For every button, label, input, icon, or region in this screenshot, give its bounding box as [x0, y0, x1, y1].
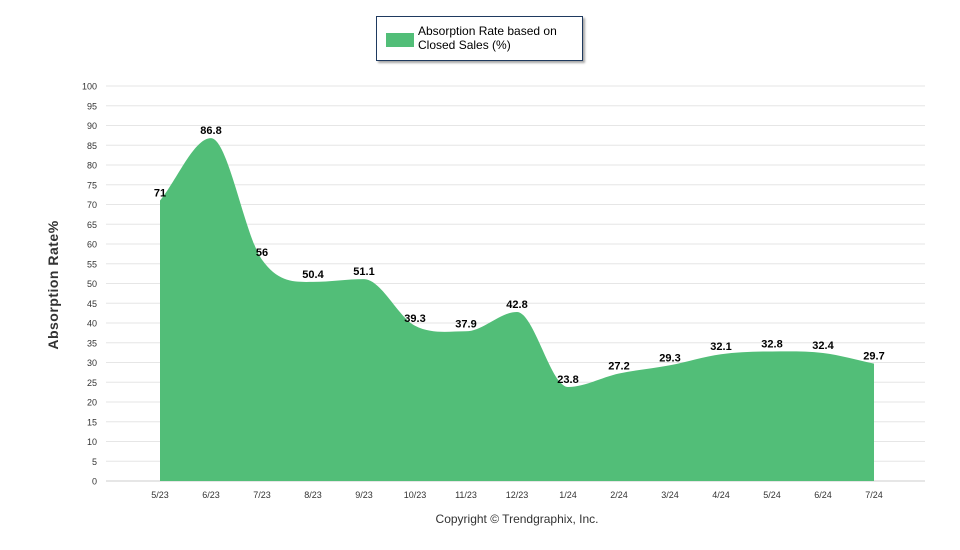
x-axis-tick-labels: 5/23 6/23 7/23 8/23 9/23 10/23 11/23 12/23 1/24 2…	[151, 490, 883, 500]
area-series-fill	[160, 138, 874, 481]
x-tick-label: 7/23	[253, 490, 271, 500]
copyright-text: Copyright © Trendgraphix, Inc.	[435, 512, 599, 526]
y-tick-label: 70	[87, 200, 97, 210]
data-label: 42.8	[506, 299, 527, 311]
y-tick-label: 5	[92, 457, 97, 467]
data-label: 29.3	[659, 352, 680, 364]
y-tick-label: 60	[87, 240, 97, 250]
x-tick-label: 11/23	[455, 490, 477, 500]
data-label: 39.3	[404, 313, 425, 325]
data-label: 37.9	[455, 318, 476, 330]
x-tick-label: 10/23	[404, 490, 427, 500]
y-tick-label: 55	[87, 259, 97, 269]
y-tick-label: 100	[82, 82, 97, 92]
data-label: 51.1	[353, 266, 374, 278]
y-tick-label: 50	[87, 279, 97, 289]
data-label: 32.1	[710, 341, 731, 353]
y-tick-label: 95	[87, 101, 97, 111]
y-tick-label: 75	[87, 180, 97, 190]
y-axis-label: Absorption Rate%	[45, 220, 61, 350]
x-tick-label: 2/24	[610, 490, 628, 500]
data-label: 23.8	[557, 374, 578, 386]
y-tick-label: 25	[87, 378, 97, 388]
y-tick-label: 45	[87, 299, 97, 309]
x-tick-label: 3/24	[661, 490, 679, 500]
y-tick-label: 30	[87, 358, 97, 368]
area-series	[160, 138, 874, 481]
x-tick-label: 6/23	[202, 490, 220, 500]
data-label: 56	[256, 247, 268, 259]
x-tick-label: 7/24	[865, 490, 883, 500]
data-label: 71	[154, 188, 166, 200]
legend-swatch	[386, 33, 414, 47]
y-tick-label: 15	[87, 417, 97, 427]
x-tick-label: 5/23	[151, 490, 169, 500]
y-tick-label: 20	[87, 398, 97, 408]
y-tick-label: 80	[87, 161, 97, 171]
legend-label: Absorption Rate based on Closed Sales (%…	[418, 24, 557, 52]
data-label: 32.4	[812, 340, 834, 352]
data-label: 27.2	[608, 361, 629, 373]
data-label: 50.4	[302, 269, 324, 281]
data-labels: 71 86.8 56 50.4 51.1 39.3 37.9 42.8 23.8 27.2 29.3…	[154, 125, 885, 386]
x-tick-label: 4/24	[712, 490, 730, 500]
legend: Absorption Rate based on Closed Sales (%…	[376, 16, 583, 61]
x-tick-label: 9/23	[355, 490, 373, 500]
y-tick-label: 10	[87, 437, 97, 447]
data-label: 32.8	[761, 338, 782, 350]
y-tick-label: 35	[87, 338, 97, 348]
y-tick-label: 90	[87, 121, 97, 131]
y-tick-label: 40	[87, 319, 97, 329]
data-label: 29.7	[863, 351, 884, 363]
x-tick-label: 6/24	[814, 490, 832, 500]
y-tick-label: 65	[87, 220, 97, 230]
y-tick-label: 0	[92, 477, 97, 487]
x-tick-label: 1/24	[559, 490, 577, 500]
y-tick-label: 85	[87, 141, 97, 151]
y-axis-tick-labels: 0 5 10 15 20 25 30 35 40 45 50 55 60 65 70 75 80 85 90 95 10…	[82, 82, 97, 487]
data-label: 86.8	[200, 125, 221, 137]
x-tick-label: 8/23	[304, 490, 322, 500]
x-tick-label: 5/24	[763, 490, 781, 500]
x-tick-label: 12/23	[506, 490, 529, 500]
